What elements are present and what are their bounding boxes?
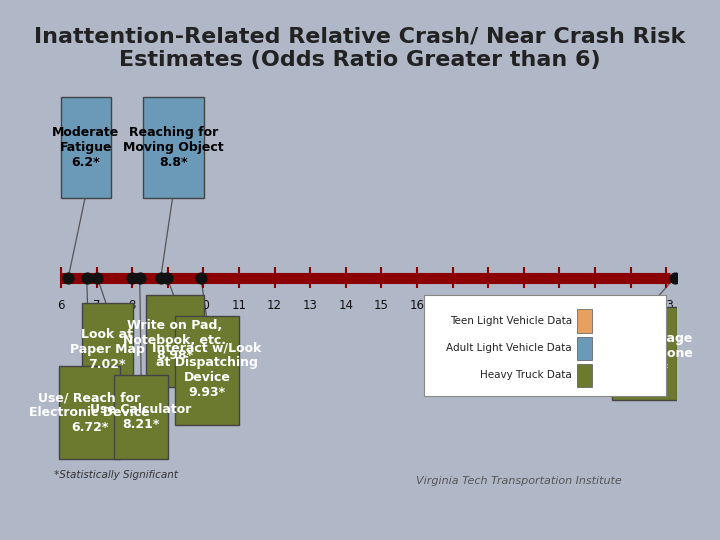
Text: Write on Pad,
Notebook, etc.
8.98*: Write on Pad, Notebook, etc. 8.98*	[123, 320, 227, 362]
Text: *Statistically Significant: *Statistically Significant	[54, 470, 178, 480]
Text: Reaching for
Moving Object
8.8*: Reaching for Moving Object 8.8*	[123, 126, 223, 168]
Text: 21: 21	[588, 299, 603, 312]
Text: 16: 16	[410, 299, 425, 312]
Text: 11: 11	[232, 299, 246, 312]
Text: 12: 12	[267, 299, 282, 312]
FancyBboxPatch shape	[175, 316, 239, 425]
Text: Look at
Paper Map
7.02*: Look at Paper Map 7.02*	[70, 328, 145, 371]
Text: 15: 15	[374, 299, 389, 312]
Point	[91, 273, 103, 282]
Text: Interact w/Look
at Dispatching
Device
9.93*: Interact w/Look at Dispatching Device 9.…	[153, 341, 261, 400]
Point	[195, 273, 207, 282]
Text: Adult Light Vehicle Data: Adult Light Vehicle Data	[446, 343, 572, 353]
Text: 20: 20	[552, 299, 567, 312]
FancyBboxPatch shape	[60, 97, 112, 198]
Text: Text Message
on Cell Phone
23.24*: Text Message on Cell Phone 23.24*	[597, 332, 693, 375]
Text: 9: 9	[164, 299, 171, 312]
Text: Teen Light Vehicle Data: Teen Light Vehicle Data	[450, 316, 572, 326]
Text: Use Calculator
8.21*: Use Calculator 8.21*	[91, 403, 192, 431]
FancyBboxPatch shape	[146, 295, 204, 387]
Point	[161, 273, 173, 282]
Text: Heavy Truck Data: Heavy Truck Data	[480, 370, 572, 381]
Text: 13: 13	[303, 299, 318, 312]
FancyBboxPatch shape	[59, 366, 120, 459]
Point	[134, 273, 145, 282]
Text: 10: 10	[196, 299, 211, 312]
FancyBboxPatch shape	[613, 307, 677, 400]
Text: 17: 17	[445, 299, 460, 312]
Text: Inattention-Related Relative Crash/ Near Crash Risk
Estimates (Odds Ratio Greate: Inattention-Related Relative Crash/ Near…	[35, 27, 685, 70]
Text: 18: 18	[481, 299, 495, 312]
FancyBboxPatch shape	[114, 375, 168, 459]
Point	[155, 273, 166, 282]
Text: 14: 14	[338, 299, 354, 312]
FancyBboxPatch shape	[577, 364, 592, 387]
Text: 19: 19	[516, 299, 531, 312]
Text: Virginia Tech Transportation Institute: Virginia Tech Transportation Institute	[415, 476, 621, 486]
Text: Use/ Reach for
Electronic Device
6.72*: Use/ Reach for Electronic Device 6.72*	[30, 391, 150, 434]
Text: 23: 23	[659, 299, 674, 312]
FancyBboxPatch shape	[577, 309, 592, 333]
Point	[81, 273, 92, 282]
Point	[127, 273, 138, 282]
Text: 22: 22	[623, 299, 638, 312]
Text: 6: 6	[58, 299, 65, 312]
FancyBboxPatch shape	[82, 303, 132, 396]
FancyBboxPatch shape	[577, 337, 592, 360]
FancyBboxPatch shape	[143, 97, 204, 198]
Point	[63, 273, 74, 282]
Text: Moderate
Fatigue
6.2*: Moderate Fatigue 6.2*	[53, 126, 120, 168]
FancyBboxPatch shape	[424, 295, 667, 396]
Text: 7: 7	[93, 299, 100, 312]
Point	[669, 273, 680, 282]
Text: 8: 8	[129, 299, 136, 312]
